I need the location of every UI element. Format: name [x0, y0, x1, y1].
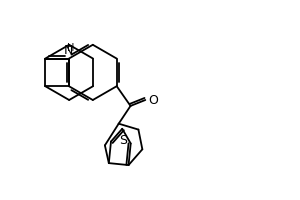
Text: N: N [64, 44, 74, 57]
Text: O: O [148, 94, 158, 107]
Text: S: S [119, 134, 127, 147]
Text: H: H [67, 43, 75, 53]
